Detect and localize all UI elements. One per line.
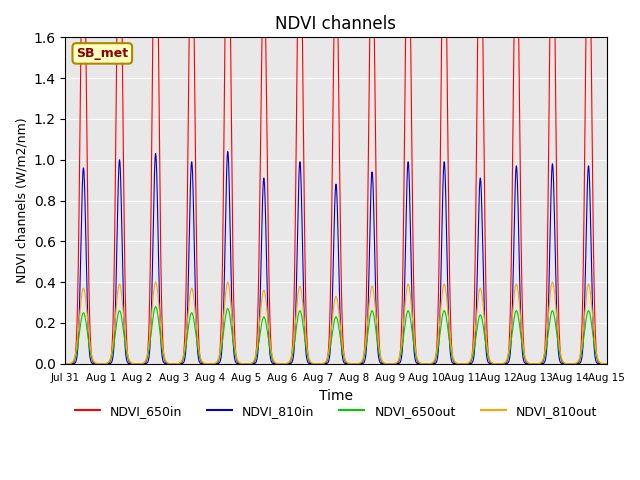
NDVI_650out: [603, 361, 611, 367]
NDVI_650in: [168, 361, 175, 367]
NDVI_650out: [168, 361, 175, 367]
NDVI_650in: [326, 309, 334, 315]
NDVI_810out: [603, 361, 611, 367]
NDVI_810in: [224, 149, 232, 155]
NDVI_810in: [84, 317, 92, 323]
NDVI_810out: [326, 340, 334, 346]
NDVI_810in: [61, 361, 69, 367]
NDVI_650out: [64, 361, 72, 367]
NDVI_650in: [61, 361, 69, 367]
NDVI_650out: [84, 333, 92, 339]
Line: NDVI_650in: NDVI_650in: [65, 0, 607, 364]
NDVI_810in: [168, 361, 175, 367]
X-axis label: Time: Time: [319, 389, 353, 403]
Text: SB_met: SB_met: [76, 47, 129, 60]
NDVI_810out: [94, 361, 102, 367]
NDVI_810in: [94, 361, 102, 367]
NDVI_810out: [61, 361, 69, 367]
Y-axis label: NDVI channels (W/m2/nm): NDVI channels (W/m2/nm): [15, 118, 28, 283]
Line: NDVI_810out: NDVI_810out: [65, 282, 607, 364]
NDVI_810in: [64, 361, 72, 367]
NDVI_650in: [574, 360, 582, 366]
NDVI_650out: [94, 361, 102, 367]
Line: NDVI_650out: NDVI_650out: [65, 307, 607, 364]
NDVI_810in: [574, 361, 582, 367]
NDVI_650out: [574, 360, 582, 365]
NDVI_650in: [94, 361, 102, 367]
NDVI_810in: [603, 361, 611, 367]
Line: NDVI_810in: NDVI_810in: [65, 152, 607, 364]
Legend: NDVI_650in, NDVI_810in, NDVI_650out, NDVI_810out: NDVI_650in, NDVI_810in, NDVI_650out, NDV…: [70, 400, 602, 423]
NDVI_810in: [326, 350, 334, 356]
NDVI_650out: [326, 346, 334, 351]
NDVI_650out: [61, 361, 69, 367]
NDVI_650out: [152, 304, 159, 310]
NDVI_650in: [603, 361, 611, 367]
NDVI_650in: [84, 211, 92, 217]
NDVI_810out: [64, 361, 72, 367]
NDVI_810out: [84, 320, 92, 325]
NDVI_650in: [64, 361, 72, 367]
NDVI_810out: [574, 359, 582, 364]
NDVI_810out: [168, 361, 175, 367]
NDVI_810out: [548, 279, 556, 285]
Title: NDVI channels: NDVI channels: [275, 15, 397, 33]
